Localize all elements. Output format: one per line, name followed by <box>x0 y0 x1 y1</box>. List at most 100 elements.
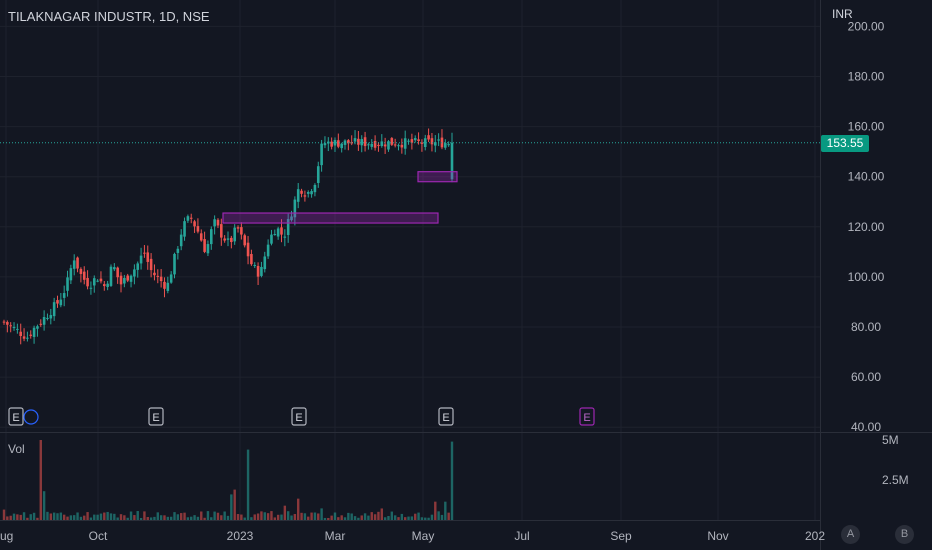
candle-body <box>42 317 46 325</box>
candle-body <box>76 257 79 269</box>
candle-body <box>383 144 387 147</box>
volume-bar <box>39 440 42 520</box>
candle <box>143 245 146 258</box>
candle <box>233 224 236 245</box>
candle-body <box>246 242 250 257</box>
volume-bar <box>59 512 63 520</box>
symbol-title[interactable]: TILAKNAGAR INDUSTR, 1D, NSE <box>8 9 210 24</box>
candle <box>82 266 86 285</box>
candle-body <box>179 234 183 247</box>
candle <box>59 292 63 308</box>
candle <box>276 226 280 240</box>
volume-bar <box>196 516 200 520</box>
price-tick-label: 120.00 <box>848 220 885 234</box>
volume-axis: 5M 2.5M <box>882 433 909 487</box>
candle-body <box>36 326 39 329</box>
volume-bar <box>216 512 220 520</box>
volume-pane-label[interactable]: Vol <box>8 442 25 456</box>
volume-bar <box>233 489 236 520</box>
volume-bar <box>300 512 303 520</box>
candle <box>139 247 143 270</box>
candle-body <box>106 283 109 287</box>
candle <box>423 134 427 151</box>
candle-body <box>273 234 277 236</box>
volume-bar <box>206 511 210 520</box>
candle <box>236 225 240 233</box>
candle-body <box>296 189 300 202</box>
candle <box>169 271 173 284</box>
candle-body <box>310 191 313 195</box>
candle-body <box>89 287 93 289</box>
volume-bar <box>69 515 73 520</box>
candle <box>350 135 354 146</box>
volume-bar <box>143 511 146 520</box>
candle-body <box>226 238 230 240</box>
candle <box>367 142 370 150</box>
candle-body <box>56 300 59 304</box>
volume-bar <box>133 515 136 520</box>
candle-body <box>236 227 240 229</box>
volume-bar <box>62 514 66 520</box>
candle <box>387 140 390 152</box>
candle <box>22 328 26 342</box>
volume-bar <box>19 514 22 520</box>
candle-body <box>196 226 200 232</box>
candle-body <box>69 268 73 281</box>
volume-bar <box>417 512 420 520</box>
candle <box>153 264 156 281</box>
volume-bar <box>434 501 437 520</box>
volume-bar <box>414 513 417 520</box>
candle <box>283 229 287 247</box>
volume-bar <box>230 494 233 520</box>
volume-bar <box>123 515 126 520</box>
candle <box>46 313 49 321</box>
candle-body <box>153 272 156 276</box>
candle <box>420 139 424 152</box>
earnings-box <box>148 407 164 426</box>
candle <box>166 276 170 294</box>
volume-bar <box>126 517 129 520</box>
volume-bar <box>420 517 424 520</box>
candle <box>433 135 437 153</box>
candle-body <box>166 282 170 291</box>
candle-body <box>149 258 153 271</box>
candle <box>303 190 307 202</box>
volume-bar <box>56 513 59 520</box>
time-tick-label: ug <box>0 529 13 543</box>
candle <box>96 279 99 283</box>
candle <box>52 297 56 321</box>
candle-body <box>303 195 307 197</box>
candle <box>129 274 133 288</box>
volume-bar <box>226 515 230 520</box>
candle-body <box>146 252 150 262</box>
candle-body <box>330 141 333 147</box>
candle <box>113 263 116 272</box>
volume-bar <box>139 517 143 520</box>
volume-bar <box>9 515 12 520</box>
volume-bar <box>113 513 116 520</box>
candle <box>270 229 273 246</box>
candle-body <box>189 217 193 219</box>
time-tick-label: Nov <box>707 529 728 543</box>
adjust-data-button[interactable]: B <box>895 525 914 544</box>
candle-body <box>320 143 323 166</box>
time-tick-label: Mar <box>325 529 346 543</box>
candle <box>206 240 210 257</box>
candle-body <box>363 137 367 147</box>
candle <box>119 272 123 293</box>
volume-bar <box>169 516 173 520</box>
volume-bar <box>6 516 9 520</box>
candle-body <box>49 315 53 319</box>
volume-bar <box>250 517 253 520</box>
candle <box>69 264 73 285</box>
support-resistance-zone <box>417 171 458 183</box>
volume-bar <box>173 512 176 520</box>
candle <box>179 229 183 251</box>
candle-body <box>423 138 427 147</box>
candle <box>133 264 136 285</box>
volume-bar <box>210 517 213 520</box>
auto-scale-button[interactable]: A <box>841 525 860 544</box>
earnings-letter: E <box>152 412 159 424</box>
candle-body <box>347 140 350 144</box>
